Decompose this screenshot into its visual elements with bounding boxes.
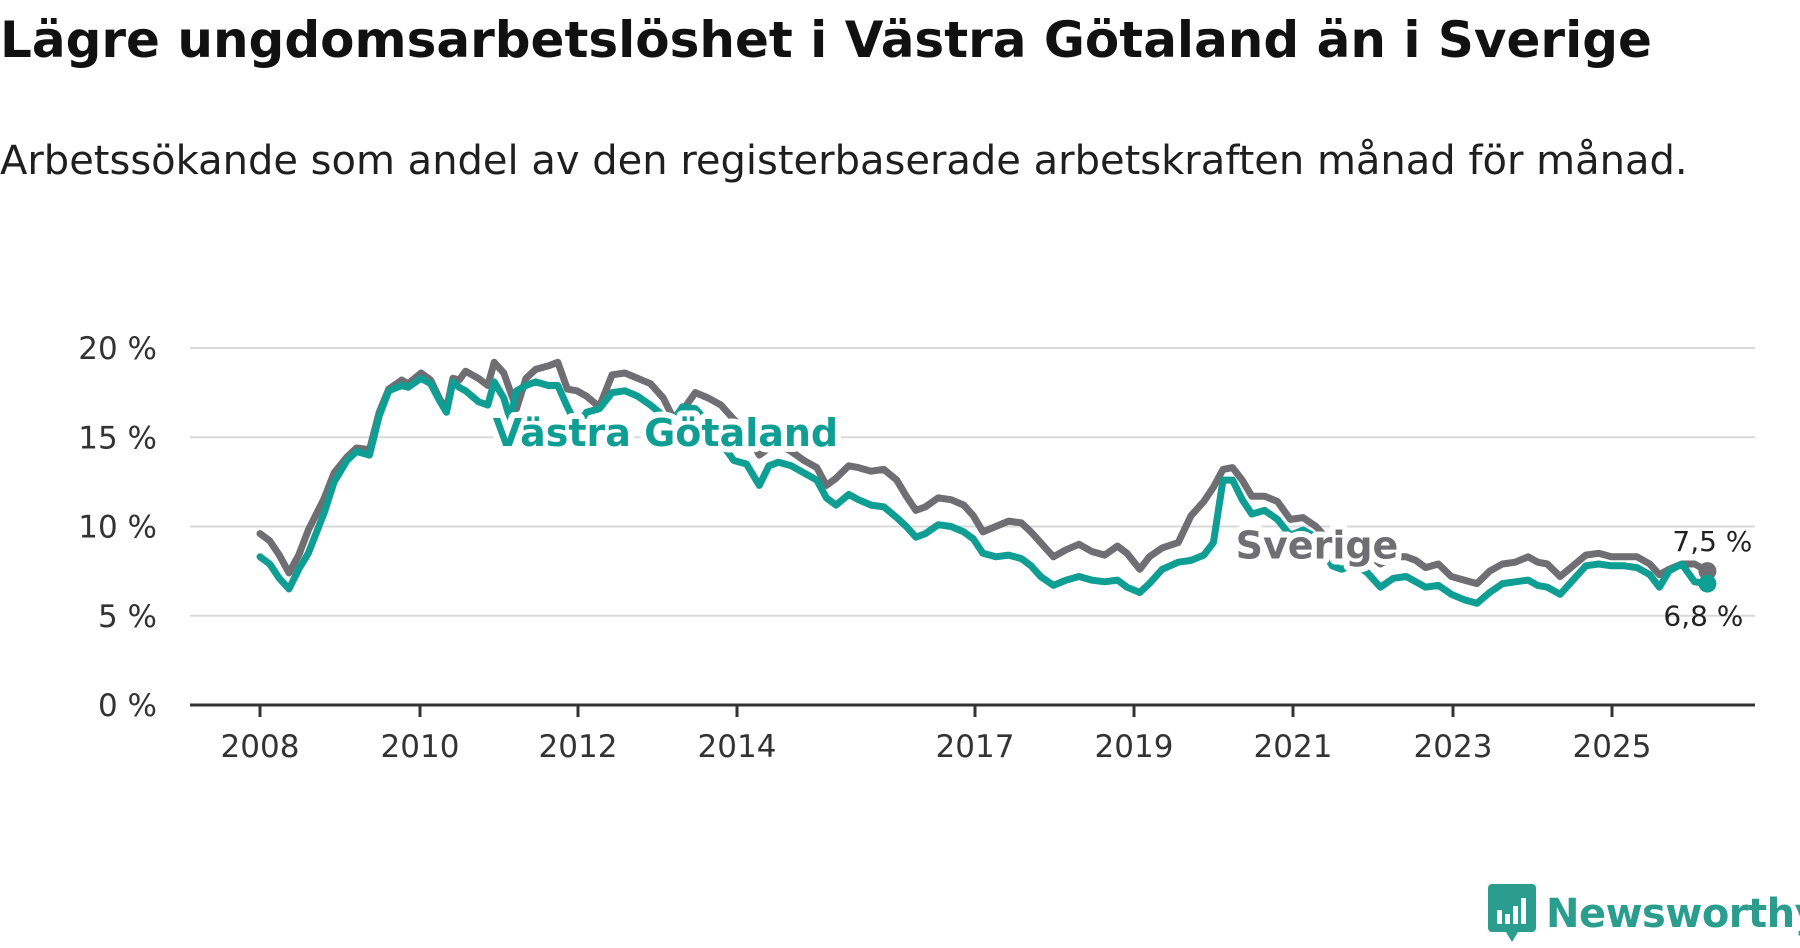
series-end-point: [1698, 562, 1717, 581]
y-tick-label: 15 %: [78, 420, 157, 456]
series-label-sverige: Sverige: [1236, 523, 1399, 567]
chart-subtitle: Arbetssökande som andel av den registerb…: [0, 138, 1688, 184]
newsworthy-logo-icon: [1488, 884, 1536, 942]
series-line-sverige: [256, 358, 1711, 588]
brand-name: Newsworthy: [1546, 891, 1800, 937]
series-end-point: [1698, 574, 1717, 593]
grid-lines: [190, 347, 1755, 617]
x-tick-label: 2008: [221, 729, 300, 765]
y-tick-label: 0 %: [98, 688, 157, 724]
series-line-västra-götaland: [256, 374, 1711, 607]
end-label-sverige: 7,5 %: [1672, 525, 1752, 558]
series-lines: [256, 358, 1717, 607]
line-chart: 0 % 5 % 10 % 15 % 20 % 2008 2010 2012 2014 2017 20…: [78, 331, 1755, 765]
newsworthy-logo[interactable]: Newsworthy: [1488, 884, 1800, 944]
y-tick-label: 10 %: [78, 510, 157, 546]
series-label-västra-götaland: Västra Götaland: [493, 411, 838, 455]
x-tick-label: 2023: [1414, 729, 1493, 765]
x-tick-label: 2012: [539, 729, 618, 765]
x-tick-label: 2014: [698, 729, 777, 765]
x-tick-label: 2025: [1573, 729, 1652, 765]
y-tick-label: 5 %: [98, 599, 157, 635]
x-tick-label: 2010: [381, 729, 460, 765]
chart-title: Lägre ungdomsarbetslöshet i Västra Götal…: [0, 11, 1652, 69]
end-label-vastra-gotaland: 6,8 %: [1663, 600, 1743, 633]
x-tick-label: 2019: [1095, 729, 1174, 765]
axes: 0 % 5 % 10 % 15 % 20 % 2008 2010 2012 2014 2017 20…: [78, 331, 1755, 765]
y-tick-label: 20 %: [78, 331, 157, 367]
labels: 7,5 % 6,8 % Västra Götaland Sverige: [487, 405, 1753, 633]
x-tick-label: 2021: [1254, 729, 1333, 765]
x-tick-label: 2017: [936, 729, 1015, 765]
